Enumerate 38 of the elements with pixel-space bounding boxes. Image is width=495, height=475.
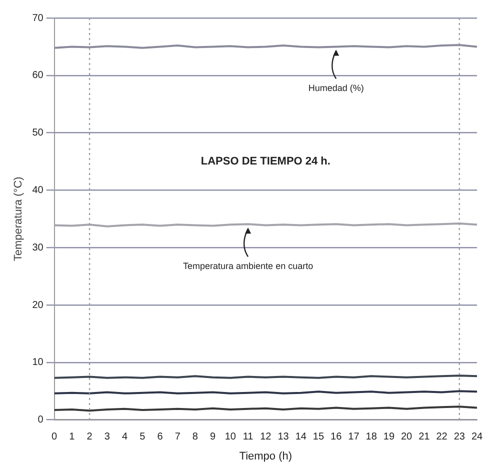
x-tick-label: 14 [295, 432, 307, 443]
x-tick-label: 6 [157, 432, 164, 443]
annotation: LAPSO DE TIEMPO 24 h. [200, 156, 330, 168]
y-tick-label: 70 [32, 12, 44, 24]
y-tick-label: 40 [32, 184, 44, 196]
x-tick-label: 4 [122, 432, 128, 443]
y-tick-label: 20 [32, 300, 44, 311]
annotation: Humedad (%) [308, 83, 364, 94]
x-tick-label: 8 [192, 432, 198, 443]
x-tick-label: 19 [383, 432, 395, 443]
x-tick-label: 2 [86, 432, 93, 443]
y-tick-label: 0 [38, 414, 44, 426]
y-axis-title: Temperatura (°C) [12, 176, 25, 262]
x-tick-label: 0 [52, 432, 58, 443]
x-tick-label: 1 [69, 432, 76, 443]
x-tick-label: 24 [471, 432, 483, 443]
x-tick-label: 21 [418, 432, 430, 443]
x-tick-label: 18 [366, 432, 378, 443]
x-tick-label: 23 [454, 432, 466, 443]
y-tick-label: 10 [32, 357, 44, 368]
y-tick-label: 50 [32, 128, 44, 139]
x-tick-label: 9 [210, 432, 216, 443]
x-tick-label: 20 [400, 432, 413, 443]
y-tick-label: 60 [32, 70, 44, 82]
x-tick-label: 10 [224, 432, 236, 443]
x-tick-label: 22 [436, 432, 448, 443]
x-tick-label: 17 [348, 432, 360, 443]
x-tick-label: 11 [242, 432, 254, 443]
x-tick-label: 5 [140, 432, 146, 443]
x-tick-label: 7 [174, 432, 181, 443]
x-axis-title: Tiempo (h) [239, 450, 292, 462]
y-tick-label: 30 [32, 242, 44, 254]
x-tick-label: 13 [278, 432, 290, 443]
x-tick-label: 12 [260, 432, 272, 443]
x-tick-label: 15 [312, 432, 324, 443]
annotation: Temperatura ambiente en cuarto [183, 261, 314, 272]
x-tick-label: 3 [104, 432, 110, 443]
x-tick-label: 16 [330, 432, 342, 443]
